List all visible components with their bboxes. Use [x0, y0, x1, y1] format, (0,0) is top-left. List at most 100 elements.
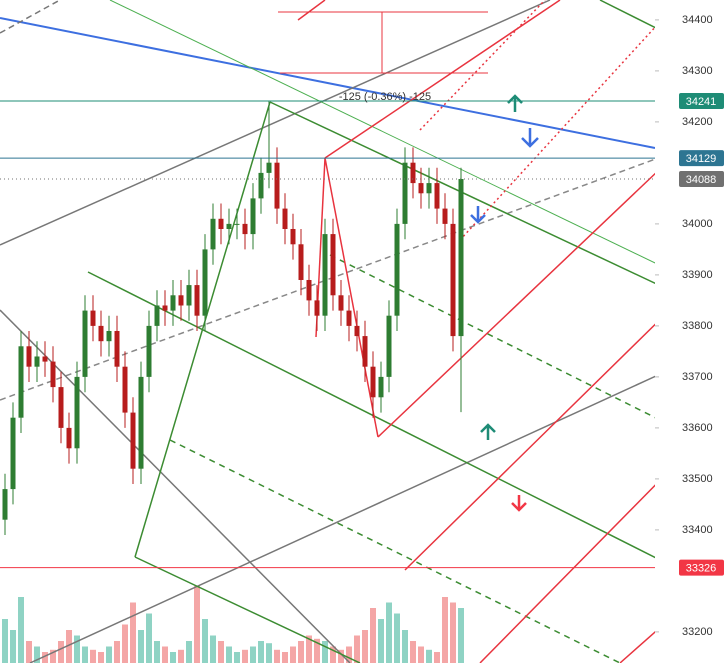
- volume-bar: [410, 641, 416, 663]
- candle-body: [434, 183, 440, 209]
- volume-bar: [2, 619, 8, 663]
- candle-body: [186, 285, 192, 306]
- y-tick-label: 34300: [682, 65, 713, 77]
- price-axis: [655, 0, 728, 663]
- volume-bar: [186, 641, 192, 663]
- volume-bar: [218, 641, 224, 663]
- price-label: 34088: [686, 174, 717, 186]
- candle-body: [314, 300, 320, 316]
- candle-body: [34, 356, 40, 367]
- candle-body: [338, 295, 344, 311]
- volume-bar: [146, 613, 152, 663]
- y-tick-label: 34000: [682, 218, 713, 230]
- candle-body: [18, 346, 24, 418]
- candle-body: [258, 172, 264, 199]
- volume-bar: [82, 646, 88, 663]
- candle-body: [130, 412, 136, 469]
- volume-bar: [50, 649, 56, 663]
- candle-body: [90, 310, 96, 326]
- volume-bar: [242, 649, 248, 663]
- volume-bar: [10, 630, 16, 663]
- candle-body: [442, 208, 448, 224]
- candle-body: [194, 285, 200, 316]
- candle-body: [82, 310, 88, 377]
- candle-body: [226, 223, 232, 229]
- volume-bar: [394, 613, 400, 663]
- volume-bar: [450, 602, 456, 663]
- candle-body: [42, 356, 48, 362]
- price-label: 34241: [686, 96, 717, 108]
- volume-bar: [250, 646, 256, 663]
- volume-bar: [154, 641, 160, 663]
- candle-body: [330, 234, 336, 296]
- volume-bar: [330, 646, 336, 663]
- volume-bar: [314, 638, 320, 663]
- candle-body: [154, 305, 160, 326]
- price-label-box: [679, 559, 724, 576]
- volume-bar: [122, 624, 128, 663]
- price-label: 33326: [686, 563, 717, 575]
- volume-bar: [114, 641, 120, 663]
- volume-bar: [458, 608, 464, 663]
- volume-bar: [106, 646, 112, 663]
- candle-body: [114, 330, 120, 367]
- candle-body: [402, 162, 408, 224]
- candle-body: [386, 315, 392, 377]
- volume-bar: [370, 608, 376, 663]
- candle-body: [282, 208, 288, 229]
- volume-bar: [138, 630, 144, 663]
- volume-bar: [258, 641, 264, 663]
- candle-body: [138, 376, 144, 469]
- candle-body: [234, 223, 240, 225]
- candle-body: [370, 366, 376, 398]
- volume-bar: [66, 630, 72, 663]
- volume-bar: [442, 597, 448, 663]
- candle-body: [50, 361, 56, 388]
- candle-body: [418, 183, 424, 194]
- y-tick-label: 33500: [682, 473, 713, 485]
- price-label-box: [679, 92, 724, 109]
- candle-body: [170, 295, 176, 311]
- candle-body: [354, 325, 360, 337]
- volume-bar: [338, 649, 344, 663]
- candle-body: [290, 228, 296, 245]
- price-label: 34129: [686, 153, 717, 165]
- volume-bar: [162, 646, 168, 663]
- volume-bar: [178, 649, 184, 663]
- candle-body: [98, 325, 104, 342]
- candle-body: [306, 279, 312, 301]
- volume-bar: [42, 652, 48, 663]
- volume-bar: [202, 619, 208, 663]
- candle-body: [74, 376, 80, 449]
- volume-bar: [266, 643, 272, 663]
- candle-body: [10, 417, 16, 490]
- volume-bar: [90, 649, 96, 663]
- volume-bar: [354, 635, 360, 663]
- candle-body: [210, 218, 216, 250]
- volume-bar: [298, 641, 304, 663]
- y-tick-label: 33700: [682, 371, 713, 383]
- measure-annotation: -125 (-0.36%) -125: [339, 91, 431, 103]
- volume-bar: [282, 652, 288, 663]
- volume-bar: [274, 649, 280, 663]
- volume-bar: [58, 641, 64, 663]
- candle-body: [2, 489, 8, 520]
- y-tick-label: 34400: [682, 14, 713, 26]
- volume-bar: [26, 641, 32, 663]
- volume-bar: [234, 652, 240, 663]
- candle-body: [242, 223, 248, 235]
- volume-bar: [386, 602, 392, 663]
- candle-body: [298, 244, 304, 280]
- volume-bar: [210, 635, 216, 663]
- y-tick-label: 33900: [682, 269, 713, 281]
- y-tick-label: 34200: [682, 116, 713, 128]
- candle-body: [346, 310, 352, 326]
- drawings: [0, 0, 681, 663]
- y-tick-label: 33200: [682, 626, 713, 638]
- signal-arrows: [470, 94, 539, 512]
- volume-bar: [418, 646, 424, 663]
- candle-body: [106, 330, 112, 342]
- volume-bar: [426, 649, 432, 663]
- volume-bar: [362, 630, 368, 663]
